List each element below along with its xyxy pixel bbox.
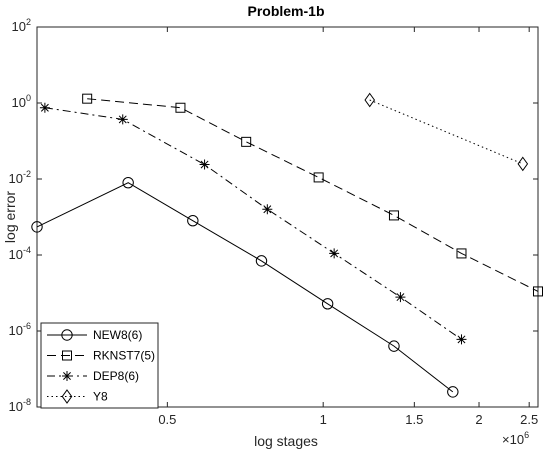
y-tick-mantissa: 10 [12, 95, 26, 110]
asterisk-marker-legend [62, 371, 72, 381]
y-axis-label: log error [2, 191, 18, 243]
y-tick-label: 10-4 [9, 245, 31, 262]
y-tick-mantissa: 10 [12, 19, 26, 34]
diamond-marker-legend [61, 389, 73, 404]
asterisk-marker [395, 292, 406, 303]
asterisk-marker [117, 114, 128, 125]
y-tick-label: 100 [12, 93, 31, 110]
y-tick-label: 10-2 [9, 169, 31, 186]
x-tick-label: 1.5 [405, 412, 423, 427]
legend-entry: DEP8(6) [47, 369, 139, 383]
square-marker [313, 172, 324, 183]
square-marker [388, 210, 399, 221]
y-tick-exponent: 2 [26, 17, 31, 27]
x-exponent-power: 6 [524, 430, 529, 440]
asterisk-marker [262, 204, 273, 215]
series-square [82, 93, 543, 297]
diamond-marker [364, 92, 376, 108]
diamond-marker [517, 156, 529, 172]
x-axis-label: log stages [254, 433, 318, 449]
asterisk-marker [199, 159, 210, 170]
circle-marker [447, 386, 459, 398]
y-tick-mantissa: 10 [9, 247, 23, 262]
y-tick-exponent: -8 [23, 397, 31, 407]
series-asterisk [39, 102, 467, 345]
x-exponent-base: ×10 [502, 432, 524, 447]
circle-marker [122, 176, 134, 189]
x-tick-label: 2.5 [520, 412, 538, 427]
circle-marker [31, 221, 43, 233]
series-line [369, 99, 523, 165]
plot-area-frame [36, 26, 539, 408]
y-tick-exponent: -4 [23, 245, 31, 255]
y-tick-mantissa: 10 [9, 399, 23, 414]
y-tick-mantissa: 10 [9, 171, 23, 186]
circle-marker [388, 340, 400, 352]
circle-marker-legend [61, 329, 73, 341]
y-tick-label: 10-8 [9, 397, 31, 414]
x-tick-label: 0.5 [158, 412, 176, 427]
chart-title: Problem-1b [247, 3, 324, 19]
square-marker [82, 93, 93, 104]
x-axis-ticks: 0.5 1 1.5 2 2.5 [158, 27, 538, 427]
x-tick-label: 2 [475, 412, 482, 427]
square-marker [456, 248, 467, 259]
square-marker-legend [62, 350, 72, 361]
legend-label: Y8 [93, 390, 108, 404]
circle-marker [321, 298, 334, 310]
y-tick-label: 10-6 [9, 321, 31, 338]
legend: NEW8(6) RKNST7(5) DEP8(6) Y8 [40, 322, 159, 409]
series-layer [31, 92, 543, 398]
legend-entry: RKNST7(5) [47, 349, 155, 363]
y-tick-exponent: -2 [23, 169, 31, 179]
y-tick-exponent: 0 [26, 93, 31, 103]
y-tick-mantissa: 10 [9, 323, 23, 338]
y-tick-exponent: -6 [23, 321, 31, 331]
square-marker [175, 102, 186, 113]
series-circle [31, 176, 459, 398]
series-line [87, 98, 539, 292]
x-axis-exponent: ×106 [502, 430, 529, 447]
legend-entry: Y8 [47, 389, 108, 404]
series-line [36, 182, 454, 393]
square-marker [533, 286, 543, 297]
square-marker [241, 136, 252, 147]
circle-marker [187, 214, 199, 227]
asterisk-marker [329, 248, 340, 259]
legend-label: DEP8(6) [93, 369, 139, 383]
legend-label: NEW8(6) [93, 328, 142, 342]
series-diamond [364, 92, 529, 172]
circle-marker [255, 255, 268, 267]
legend-entry: NEW8(6) [47, 328, 142, 342]
asterisk-marker [39, 102, 50, 113]
legend-box [40, 322, 159, 409]
asterisk-marker [456, 334, 467, 345]
x-tick-label: 1 [320, 412, 327, 427]
legend-label: RKNST7(5) [93, 349, 155, 363]
y-tick-label: 102 [12, 17, 31, 34]
